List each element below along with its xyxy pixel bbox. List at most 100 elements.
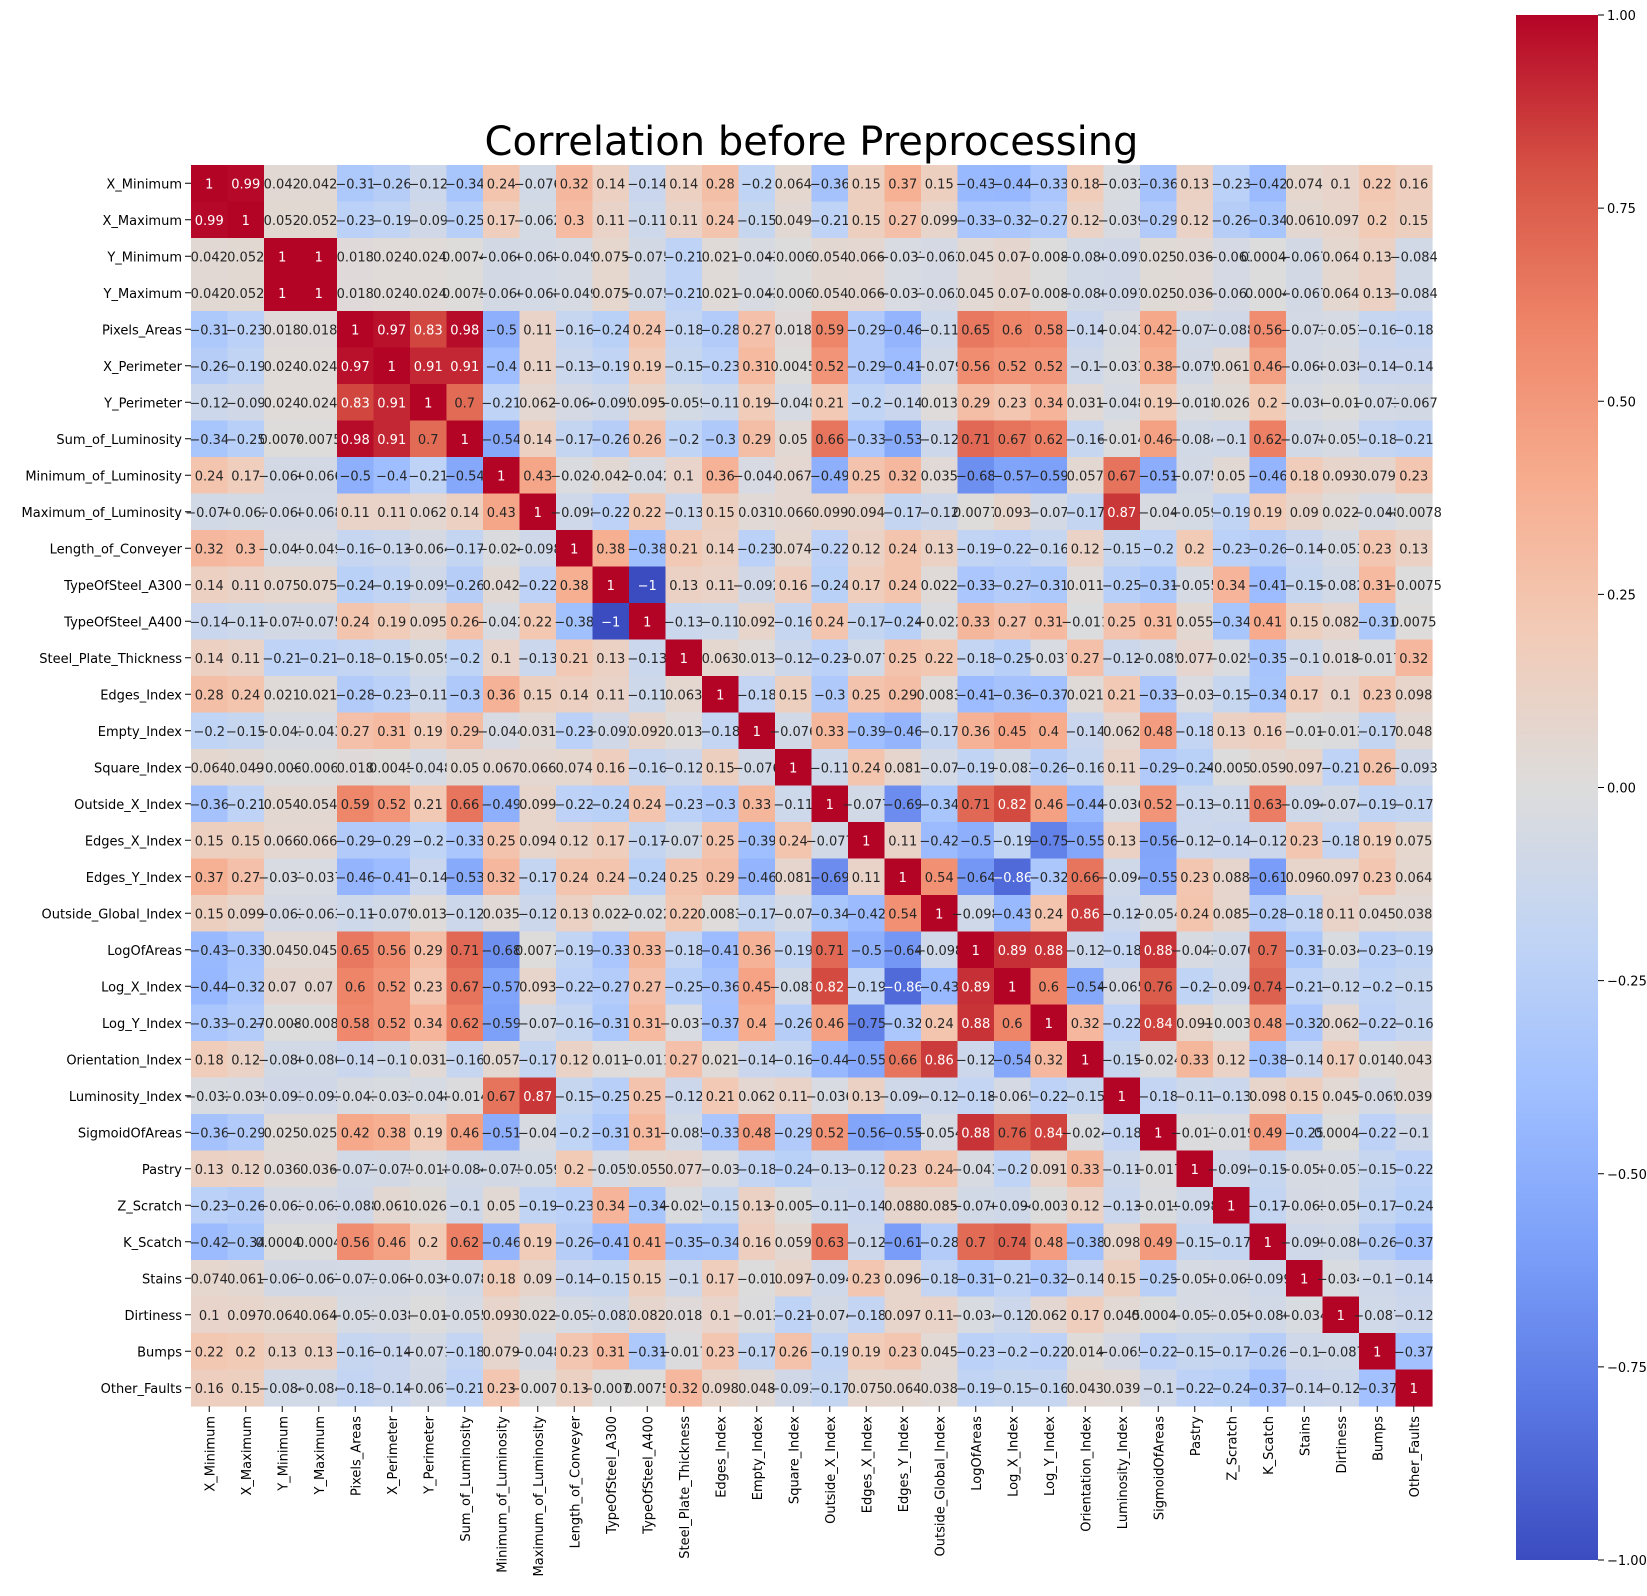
heatmap-cell: [1103, 603, 1141, 641]
heatmap-cell-annotation: 0.11: [231, 652, 260, 667]
heatmap-cell-annotation: −0.25: [591, 1090, 631, 1105]
heatmap-cell: [1249, 457, 1287, 495]
heatmap-cell: [191, 201, 229, 239]
heatmap-cell-annotation: 0.66: [815, 433, 844, 448]
heatmap-cell: [264, 238, 302, 276]
heatmap-cell-annotation: 0.31: [1144, 615, 1173, 630]
heatmap-cell: [738, 457, 776, 495]
heatmap-cell-annotation: −0.064: [550, 396, 598, 411]
heatmap-cell-annotation: 0.055: [1176, 615, 1213, 630]
heatmap-cell: [1322, 311, 1360, 349]
heatmap-cell: [1395, 311, 1433, 349]
heatmap-cell-annotation: −0.051: [1317, 323, 1365, 338]
heatmap-cell: [848, 274, 886, 312]
heatmap-cell-annotation: 0.11: [852, 871, 881, 886]
heatmap-cell: [1359, 165, 1397, 203]
heatmap-cell-annotation: −0.048: [514, 1345, 562, 1360]
heatmap-cell: [884, 530, 922, 568]
heatmap-cell-annotation: 0.26: [633, 433, 662, 448]
heatmap-cell-annotation: 0.038: [1395, 907, 1432, 922]
heatmap-cell: [337, 420, 375, 458]
heatmap-cell-annotation: 0.33: [961, 615, 990, 630]
heatmap-cell-annotation: −0.43: [189, 944, 229, 959]
heatmap-cell: [921, 347, 959, 385]
heatmap-cell-annotation: 0.11: [523, 360, 552, 375]
heatmap-cell-annotation: 0.3: [564, 214, 585, 229]
heatmap-cell: [1359, 603, 1397, 641]
x-tick-label: Length_of_Conveyer: [568, 1415, 583, 1548]
heatmap-cell-annotation: −0.22: [1029, 1090, 1069, 1105]
heatmap-cell-annotation: −0.29: [372, 834, 412, 849]
heatmap-cell: [775, 384, 813, 422]
heatmap-cell-annotation: −1: [638, 579, 657, 594]
heatmap-cell-annotation: 0.074: [191, 1272, 228, 1287]
heatmap-cell: [848, 493, 886, 531]
heatmap-cell-annotation: −0.55: [1138, 871, 1178, 886]
y-tick-label: Y_Perimeter: [103, 396, 183, 411]
heatmap-cell: [1030, 603, 1068, 641]
heatmap-cell: [373, 566, 411, 604]
heatmap-cell-annotation: 0.25: [487, 834, 516, 849]
heatmap-cell: [1395, 566, 1433, 604]
heatmap-cell: [300, 165, 338, 203]
heatmap-cell-annotation: −0.18: [919, 1272, 959, 1287]
heatmap-cell-annotation: −0.22: [1357, 1126, 1397, 1141]
heatmap-cell-annotation: 0.11: [1107, 761, 1136, 776]
heatmap-cell: [884, 676, 922, 714]
heatmap-cell-annotation: 0.062: [410, 506, 447, 521]
heatmap-cell-annotation: 0.34: [596, 1199, 625, 1214]
heatmap-cell: [519, 457, 557, 495]
heatmap-cell-annotation: −0.31: [956, 1272, 996, 1287]
heatmap-cell-annotation: 0.074: [1286, 177, 1323, 192]
y-tick-label: Minimum_of_Luminosity: [25, 469, 182, 484]
heatmap-cell-annotation: −0.071: [1353, 396, 1401, 411]
heatmap-cell-annotation: −0.053: [1317, 542, 1365, 557]
heatmap-cell-annotation: 0.84: [1034, 1126, 1063, 1141]
heatmap-cell: [884, 420, 922, 458]
x-axis-tick-labels: X_Minimum X_Maximum Y_Minimum Y_Maximum Pixe…: [203, 1406, 1423, 1576]
heatmap-cell-annotation: −0.19: [773, 944, 813, 959]
heatmap-cell-annotation: 1: [643, 615, 651, 630]
heatmap-cell-annotation: 0.022: [921, 579, 958, 594]
heatmap-cell-annotation: 0.36: [961, 725, 990, 740]
heatmap-cell-annotation: 0.2: [1257, 396, 1278, 411]
heatmap-cell-annotation: −0.37: [700, 1017, 740, 1032]
heatmap-cell: [483, 238, 521, 276]
heatmap-cell-annotation: 0.11: [341, 506, 370, 521]
heatmap-cell-annotation: −0.048: [1098, 396, 1146, 411]
heatmap-cell-annotation: −0.036: [806, 1090, 854, 1105]
heatmap-cell: [373, 165, 411, 203]
heatmap-cell-annotation: 0.024: [373, 250, 410, 265]
heatmap-cell-annotation: 0.16: [1399, 177, 1428, 192]
heatmap-cell-annotation: 0.23: [560, 1345, 589, 1360]
heatmap-cell-annotation: −0.13: [372, 542, 412, 557]
heatmap-cell-annotation: 0.091: [1030, 1163, 1067, 1178]
heatmap-cell-annotation: 0.32: [560, 177, 589, 192]
heatmap-cell: [300, 530, 338, 568]
heatmap-cell-annotation: 0.13: [304, 1345, 333, 1360]
heatmap-cell: [264, 384, 302, 422]
x-tick-label: Square_Index: [787, 1416, 802, 1504]
heatmap-cell-annotation: 0.12: [1180, 214, 1209, 229]
heatmap-cell: [848, 566, 886, 604]
heatmap-cell-annotation: −0.086: [1061, 250, 1109, 265]
heatmap-cell-annotation: 0.4: [1038, 725, 1059, 740]
heatmap-cell-annotation: −0.32: [992, 214, 1032, 229]
heatmap-cell-annotation: −0.19: [956, 1382, 996, 1397]
heatmap-cell-annotation: 0.15: [633, 1272, 662, 1287]
heatmap-cell: [1140, 274, 1178, 312]
heatmap-cell-annotation: −0.86: [883, 980, 923, 995]
heatmap-cell-annotation: 0.093: [483, 1309, 520, 1324]
heatmap-cell-annotation: −0.37: [1248, 1382, 1288, 1397]
heatmap-cell: [1103, 457, 1141, 495]
heatmap-cell-annotation: 0.34: [1217, 579, 1246, 594]
heatmap-cell-annotation: −0.31: [1357, 615, 1397, 630]
x-tick-label: Luminosity_Index: [1116, 1416, 1131, 1529]
heatmap-cell: [1359, 238, 1397, 276]
heatmap-cell: [775, 274, 813, 312]
heatmap-cell-annotation: −0.69: [883, 798, 923, 813]
heatmap-cell-annotation: 0.064: [1322, 250, 1359, 265]
heatmap-cell-annotation: 0.6: [1002, 323, 1023, 338]
heatmap-cell-annotation: 0.27: [231, 871, 260, 886]
